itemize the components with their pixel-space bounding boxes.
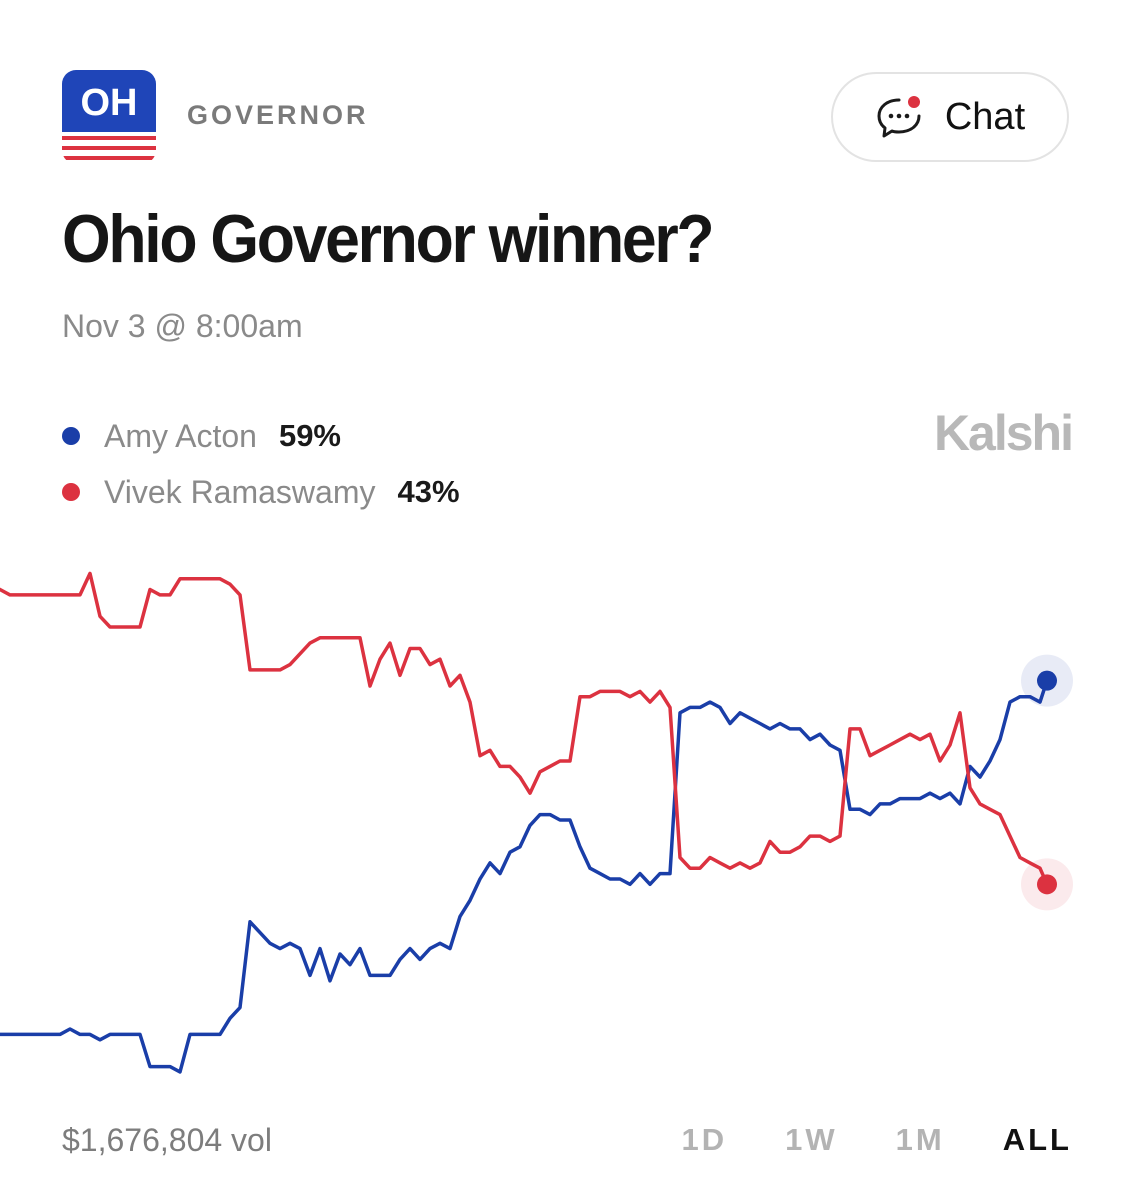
price-chart[interactable] xyxy=(0,540,1134,1100)
state-badge: OH xyxy=(62,70,156,164)
market-title: Ohio Governor winner? xyxy=(62,201,715,277)
legend-name-acton: Amy Acton xyxy=(104,417,257,454)
volume-label: $1,676,804 vol xyxy=(62,1122,272,1158)
chat-bubble-icon xyxy=(877,96,921,138)
notification-dot xyxy=(907,96,920,108)
range-all[interactable]: ALL xyxy=(1002,1122,1072,1157)
range-1m[interactable]: 1M xyxy=(895,1122,945,1157)
range-1d[interactable]: 1D xyxy=(681,1122,728,1157)
chart-legend: Amy Acton 59% Vivek Ramaswamy 43% xyxy=(62,414,460,526)
legend-name-ramaswamy: Vivek Ramaswamy xyxy=(104,473,376,510)
kalshi-watermark: Kalshi xyxy=(933,405,1074,461)
ohio-flag-icon: OH xyxy=(62,70,156,164)
chat-button-label: Chat xyxy=(944,95,1026,138)
range-1w[interactable]: 1W xyxy=(785,1122,838,1157)
endpoint-marker-ramaswamy xyxy=(1037,874,1057,895)
legend-item-acton: Amy Acton 59% xyxy=(62,414,460,458)
series-line-ramaswamy xyxy=(0,571,1049,887)
legend-value-acton: 59% xyxy=(278,418,341,453)
time-range-selector: 1D 1W 1M ALL xyxy=(624,1122,1072,1158)
endpoint-marker-acton xyxy=(1037,670,1057,691)
legend-value-ramaswamy: 43% xyxy=(397,474,460,509)
legend-item-ramaswamy: Vivek Ramaswamy 43% xyxy=(62,470,460,514)
market-datetime: Nov 3 @ 8:00am xyxy=(62,308,303,344)
category-label: GOVERNOR xyxy=(187,100,369,130)
series-line-acton xyxy=(0,678,1049,1074)
chat-button[interactable]: Chat xyxy=(831,72,1069,162)
legend-dot-ramaswamy xyxy=(62,483,80,501)
badge-text: OH xyxy=(81,82,138,124)
legend-dot-acton xyxy=(62,427,80,445)
